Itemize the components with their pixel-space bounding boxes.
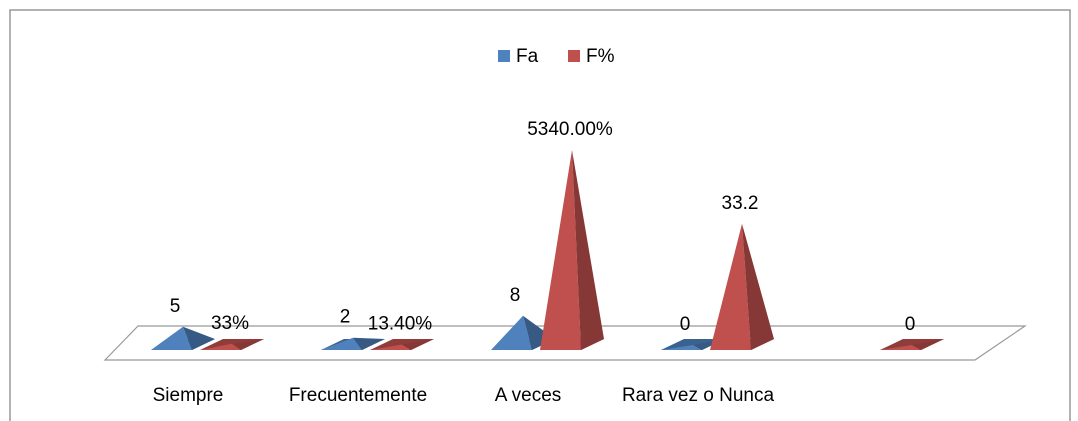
x-tick-label: Siempre	[153, 385, 224, 406]
legend-swatch	[568, 50, 580, 62]
pyramid-front	[491, 315, 532, 350]
pyramid-front	[370, 344, 411, 350]
pyramid	[710, 223, 774, 350]
chart-border	[9, 9, 1071, 421]
data-label: 5340.00%	[527, 119, 613, 140]
pyramid	[540, 150, 604, 350]
pyramid-side	[402, 339, 434, 350]
pyramid-side	[572, 150, 604, 350]
data-label: 33.2	[722, 193, 759, 214]
legend-swatch	[498, 50, 510, 62]
pyramid-side	[353, 337, 385, 350]
pyramid-front	[880, 345, 921, 350]
pyramid	[200, 339, 264, 350]
pyramid-front	[151, 326, 192, 350]
x-tick-label: Rara vez o Nunca	[622, 385, 775, 406]
pyramid-side	[232, 339, 264, 350]
pyramid-front	[321, 337, 362, 350]
data-label: 0	[680, 314, 691, 335]
data-label: 0	[905, 314, 916, 335]
data-label: 13.40%	[368, 314, 433, 335]
x-tick-label: A veces	[495, 385, 562, 406]
pyramid-side	[742, 223, 774, 350]
data-label: 33%	[211, 313, 249, 334]
pyramid	[661, 339, 725, 350]
pyramid-front	[710, 223, 751, 350]
x-tick-label: Frecuentemente	[289, 385, 427, 406]
pyramid	[491, 315, 555, 350]
pyramid-side	[183, 326, 215, 350]
data-label: 2	[340, 307, 351, 328]
pyramid-front	[200, 343, 241, 350]
legend-label: F%	[586, 46, 615, 67]
data-label: 5	[170, 296, 181, 317]
pyramid-base	[880, 339, 944, 350]
pyramid-side	[912, 339, 944, 350]
pyramid-base	[370, 339, 434, 350]
data-label: 8	[510, 285, 521, 306]
pyramid	[370, 339, 434, 350]
pyramid	[880, 339, 944, 350]
pyramid	[151, 326, 215, 350]
legend-label: Fa	[516, 46, 539, 67]
pyramid-base	[661, 339, 725, 350]
pyramid-front	[661, 345, 702, 350]
pyramid-front	[540, 150, 581, 350]
pyramid	[321, 337, 385, 350]
